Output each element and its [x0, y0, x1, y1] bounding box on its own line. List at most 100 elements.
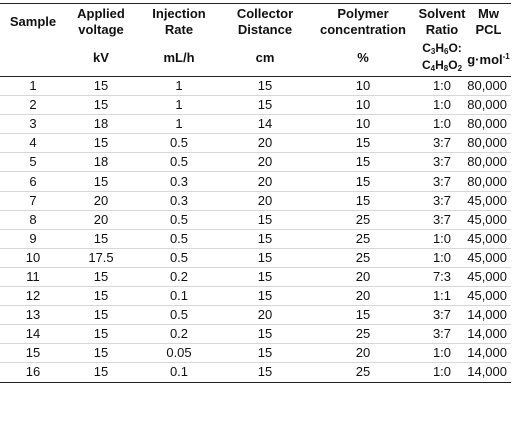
cell-sample: 8 [0, 210, 66, 230]
unit-rate: mL/h [136, 40, 222, 77]
cell-rate: 0.5 [136, 210, 222, 230]
cell-sample: 9 [0, 229, 66, 249]
cell-solvent: 1:0 [418, 343, 466, 364]
cell-rate: 0.5 [136, 305, 222, 326]
cell-rate: 0.05 [136, 343, 222, 364]
table-row: 16 15 0.1 15 25 1:0 14,000 [0, 362, 511, 383]
cell-voltage: 15 [66, 133, 136, 154]
header-mw: Mw PCL [466, 4, 511, 41]
cell-distance: 20 [222, 171, 308, 192]
cell-concentration: 25 [308, 210, 418, 230]
header-voltage-line2: voltage [78, 22, 124, 37]
unit-solvent: C3H6O: C4H8O2 [418, 40, 466, 77]
cell-mw: 45,000 [466, 248, 511, 268]
cell-solvent: 1:1 [418, 286, 466, 307]
cell-concentration: 10 [308, 114, 418, 135]
cell-mw: 80,000 [466, 114, 511, 135]
cell-voltage: 15 [66, 305, 136, 326]
cell-sample: 13 [0, 305, 66, 326]
cell-mw: 45,000 [466, 210, 511, 230]
cell-mw: 80,000 [466, 76, 511, 97]
table-row: 3 18 1 14 10 1:0 80,000 [0, 114, 511, 135]
header-solvent-line2: Ratio [425, 22, 459, 37]
cell-solvent: 3:7 [418, 324, 466, 345]
cell-voltage: 18 [66, 114, 136, 135]
table-row: 9 15 0.5 15 25 1:0 45,000 [0, 229, 511, 249]
header-concentration-line2: concentration [320, 22, 406, 37]
cell-rate: 0.5 [136, 152, 222, 173]
cell-distance: 20 [222, 305, 308, 326]
cell-concentration: 15 [308, 305, 418, 326]
cell-mw: 80,000 [466, 95, 511, 116]
table-row: 6 15 0.3 20 15 3:7 80,000 [0, 171, 511, 192]
cell-distance: 15 [222, 95, 308, 116]
cell-concentration: 25 [308, 248, 418, 268]
cell-distance: 15 [222, 324, 308, 345]
cell-distance: 20 [222, 133, 308, 154]
cell-concentration: 15 [308, 171, 418, 192]
table-body: 1 15 1 15 10 1:0 80,000 2 15 1 15 10 1:0 80,000 3 18 1 14… [0, 76, 511, 383]
unit-mw: g·mol-1 [466, 40, 511, 77]
cell-rate: 0.2 [136, 267, 222, 288]
cell-distance: 15 [222, 343, 308, 364]
table-row: 5 18 0.5 20 15 3:7 80,000 [0, 152, 511, 173]
cell-rate: 0.5 [136, 133, 222, 154]
cell-mw: 45,000 [466, 286, 511, 307]
table-row: 2 15 1 15 10 1:0 80,000 [0, 95, 511, 116]
cell-mw: 45,000 [466, 267, 511, 288]
cell-solvent: 1:0 [418, 114, 466, 135]
cell-distance: 14 [222, 114, 308, 135]
cell-rate: 1 [136, 95, 222, 116]
cell-sample: 7 [0, 191, 66, 211]
header-mw-line2: PCL [475, 22, 502, 37]
cell-voltage: 15 [66, 286, 136, 307]
unit-distance: cm [222, 40, 308, 77]
header-voltage-line1: Applied [77, 6, 125, 21]
cell-concentration: 15 [308, 191, 418, 211]
cell-voltage: 15 [66, 343, 136, 364]
cell-rate: 0.1 [136, 362, 222, 383]
table-row: 4 15 0.5 20 15 3:7 80,000 [0, 133, 511, 154]
cell-solvent: 1:0 [418, 95, 466, 116]
table-row: 14 15 0.2 15 25 3:7 14,000 [0, 324, 511, 345]
cell-voltage: 17.5 [66, 248, 136, 268]
cell-concentration: 20 [308, 286, 418, 307]
header-concentration-line1: Polymer [337, 6, 389, 21]
cell-voltage: 15 [66, 95, 136, 116]
header-sample: Sample [9, 14, 57, 29]
cell-voltage: 15 [66, 171, 136, 192]
cell-solvent: 1:0 [418, 76, 466, 97]
cell-voltage: 18 [66, 152, 136, 173]
header-rate-line1: Injection [152, 6, 206, 21]
cell-concentration: 25 [308, 229, 418, 249]
cell-solvent: 3:7 [418, 152, 466, 173]
cell-rate: 1 [136, 114, 222, 135]
cell-solvent: 3:7 [418, 210, 466, 230]
parameters-table: Sample Applied voltage Injection Rate Co… [0, 3, 511, 383]
cell-concentration: 20 [308, 343, 418, 364]
cell-voltage: 20 [66, 191, 136, 211]
header-voltage: Applied voltage [66, 4, 136, 41]
cell-distance: 15 [222, 229, 308, 249]
cell-sample: 10 [0, 248, 66, 268]
cell-voltage: 15 [66, 76, 136, 97]
cell-mw: 45,000 [466, 191, 511, 211]
cell-mw: 80,000 [466, 171, 511, 192]
cell-rate: 0.5 [136, 229, 222, 249]
cell-mw: 80,000 [466, 133, 511, 154]
cell-mw: 45,000 [466, 229, 511, 249]
table-row: 8 20 0.5 15 25 3:7 45,000 [0, 210, 511, 230]
cell-voltage: 15 [66, 324, 136, 345]
header-row: Sample Applied voltage Injection Rate Co… [0, 3, 511, 41]
cell-mw: 14,000 [466, 362, 511, 383]
cell-sample: 6 [0, 171, 66, 192]
cell-mw: 14,000 [466, 324, 511, 345]
cell-mw: 80,000 [466, 152, 511, 173]
unit-concentration: % [308, 40, 418, 77]
cell-sample: 1 [0, 76, 66, 97]
cell-distance: 15 [222, 210, 308, 230]
header-rate-line2: Rate [164, 22, 194, 37]
unit-sample [0, 40, 66, 77]
cell-sample: 14 [0, 324, 66, 345]
cell-sample: 12 [0, 286, 66, 307]
